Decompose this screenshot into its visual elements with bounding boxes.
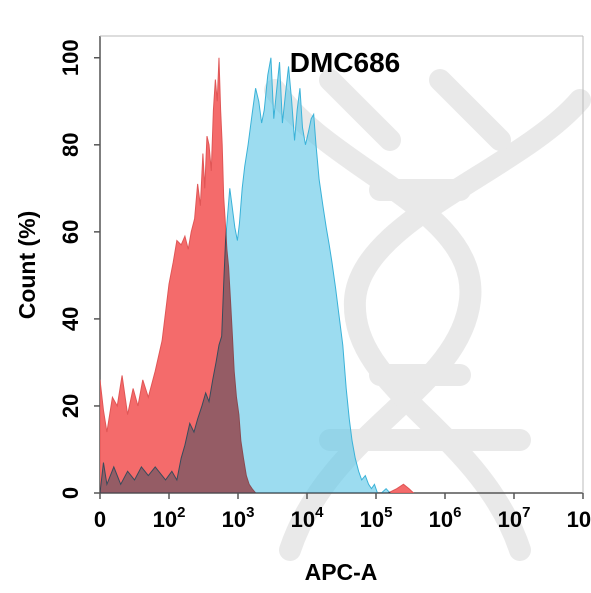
y-tick-label: 20 xyxy=(58,394,83,418)
y-tick-label: 100 xyxy=(58,39,83,76)
x-tick-label: 107 xyxy=(498,504,531,532)
x-tick-label: 105 xyxy=(360,504,393,532)
x-tick-label: 108 xyxy=(567,504,591,532)
y-tick-label: 80 xyxy=(58,133,83,157)
x-tick-label: 106 xyxy=(429,504,462,532)
y-axis-title: Count (%) xyxy=(14,211,40,320)
x-tick-label: 104 xyxy=(291,504,324,532)
chart-title: DMC686 xyxy=(290,47,400,78)
x-tick-label: 0 xyxy=(94,507,106,532)
y-tick-label: 60 xyxy=(58,220,83,244)
y-tick-label: 40 xyxy=(58,307,83,331)
x-tick-label: 103 xyxy=(222,504,255,532)
x-axis-ticks: 0 102 103 104 105 106 107 108 xyxy=(94,493,591,532)
x-tick-label: 102 xyxy=(153,504,186,532)
histogram-area-1 xyxy=(100,57,415,493)
histogram-series xyxy=(100,57,415,493)
y-tick-label: 0 xyxy=(58,487,83,499)
histogram-area-2 xyxy=(100,57,391,493)
x-axis-title: APC-A xyxy=(305,559,378,585)
y-axis-ticks: 0 20 40 60 80 100 xyxy=(58,39,100,499)
